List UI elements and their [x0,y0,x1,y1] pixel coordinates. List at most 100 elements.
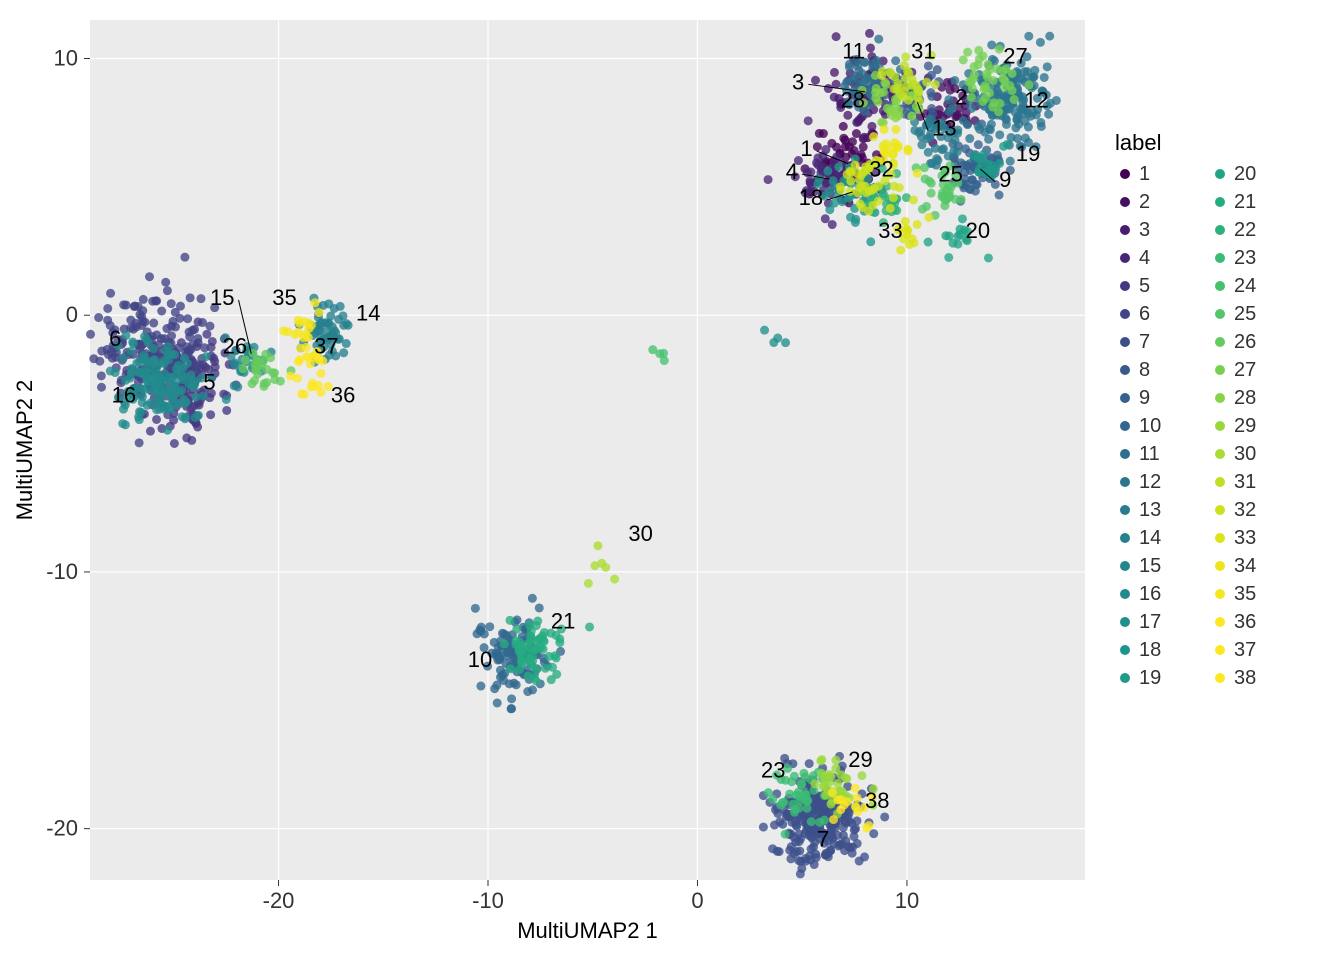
data-point [853,839,862,848]
data-point [181,413,190,422]
data-point [155,383,164,392]
data-point [307,383,316,392]
cluster-label: 21 [551,608,575,633]
data-point [259,382,268,391]
data-point [163,286,172,295]
cluster-label: 1 [800,136,812,161]
legend-swatch [1120,225,1130,235]
data-point [837,787,846,796]
data-point [1006,157,1015,166]
data-point [1011,123,1020,132]
data-point [913,220,922,229]
data-point [920,163,929,172]
data-point [1000,82,1009,91]
cluster-label: 28 [841,87,865,112]
data-point [852,129,861,138]
data-point [969,151,978,160]
data-point [901,52,910,61]
data-point [922,78,931,87]
legend-item-label: 24 [1234,275,1256,297]
data-point [836,185,845,194]
data-point [807,833,816,842]
data-point [518,658,527,667]
legend-item-label: 6 [1139,303,1150,325]
data-point [810,779,819,788]
data-point [141,370,150,379]
data-point [127,347,136,356]
data-point [944,253,953,262]
legend-swatch [1215,365,1225,375]
data-point [206,410,215,419]
data-point [965,184,974,193]
data-point [926,88,935,97]
data-point [944,95,953,104]
data-point [555,634,564,643]
data-point [830,68,839,77]
data-point [291,330,300,339]
data-point [846,187,855,196]
data-point [824,84,833,93]
data-point [924,238,933,247]
data-point [187,436,196,445]
data-point [128,337,137,346]
data-point [995,130,1004,139]
cluster-label: 7 [817,827,829,852]
legend-item-label: 13 [1139,499,1161,521]
x-axis-label: MultiUMAP2 1 [517,918,658,943]
legend-swatch [1120,365,1130,375]
data-point [188,326,197,335]
data-point [859,142,868,151]
data-point [301,330,310,339]
y-tick-label: -10 [46,559,78,584]
cluster-label: 37 [314,334,338,359]
data-point [999,142,1008,151]
data-point [865,29,874,38]
data-point [163,426,172,435]
data-point [795,847,804,856]
legend-swatch [1120,253,1130,263]
data-point [1043,62,1052,71]
cluster-label: 16 [112,383,136,408]
data-point [136,408,145,417]
cluster-label: 3 [792,69,804,94]
x-tick-label: -20 [263,888,295,913]
cluster-label: 33 [878,218,902,243]
cluster-label: 18 [799,185,823,210]
legend-swatch [1120,561,1130,571]
data-point [913,169,922,178]
legend-swatch [1120,281,1130,291]
legend-swatch [1215,617,1225,627]
legend-swatch [1120,449,1130,459]
data-point [886,69,895,78]
data-point [496,652,505,661]
data-point [941,231,950,240]
legend-item-label: 27 [1234,359,1256,381]
legend-item-label: 21 [1234,191,1256,213]
data-point [855,183,864,192]
data-point [161,346,170,355]
legend-item-label: 26 [1234,331,1256,353]
data-point [496,666,505,675]
legend-item-label: 28 [1234,387,1256,409]
data-point [552,670,561,679]
cluster-label: 14 [356,300,380,325]
data-point [851,784,860,793]
data-point [895,183,904,192]
data-point [253,370,262,379]
data-point [198,318,207,327]
legend-item-label: 8 [1139,359,1150,381]
data-point [931,80,940,89]
legend-swatch [1215,225,1225,235]
data-point [324,319,333,328]
cluster-label: 29 [848,747,872,772]
data-point [1036,38,1045,47]
data-point [500,639,509,648]
data-point [907,112,916,121]
data-point [974,168,983,177]
data-point [864,821,873,830]
data-point [97,347,106,356]
data-point [781,830,790,839]
data-point [230,381,239,390]
cluster-label: 6 [109,326,121,351]
legend-swatch [1215,449,1225,459]
